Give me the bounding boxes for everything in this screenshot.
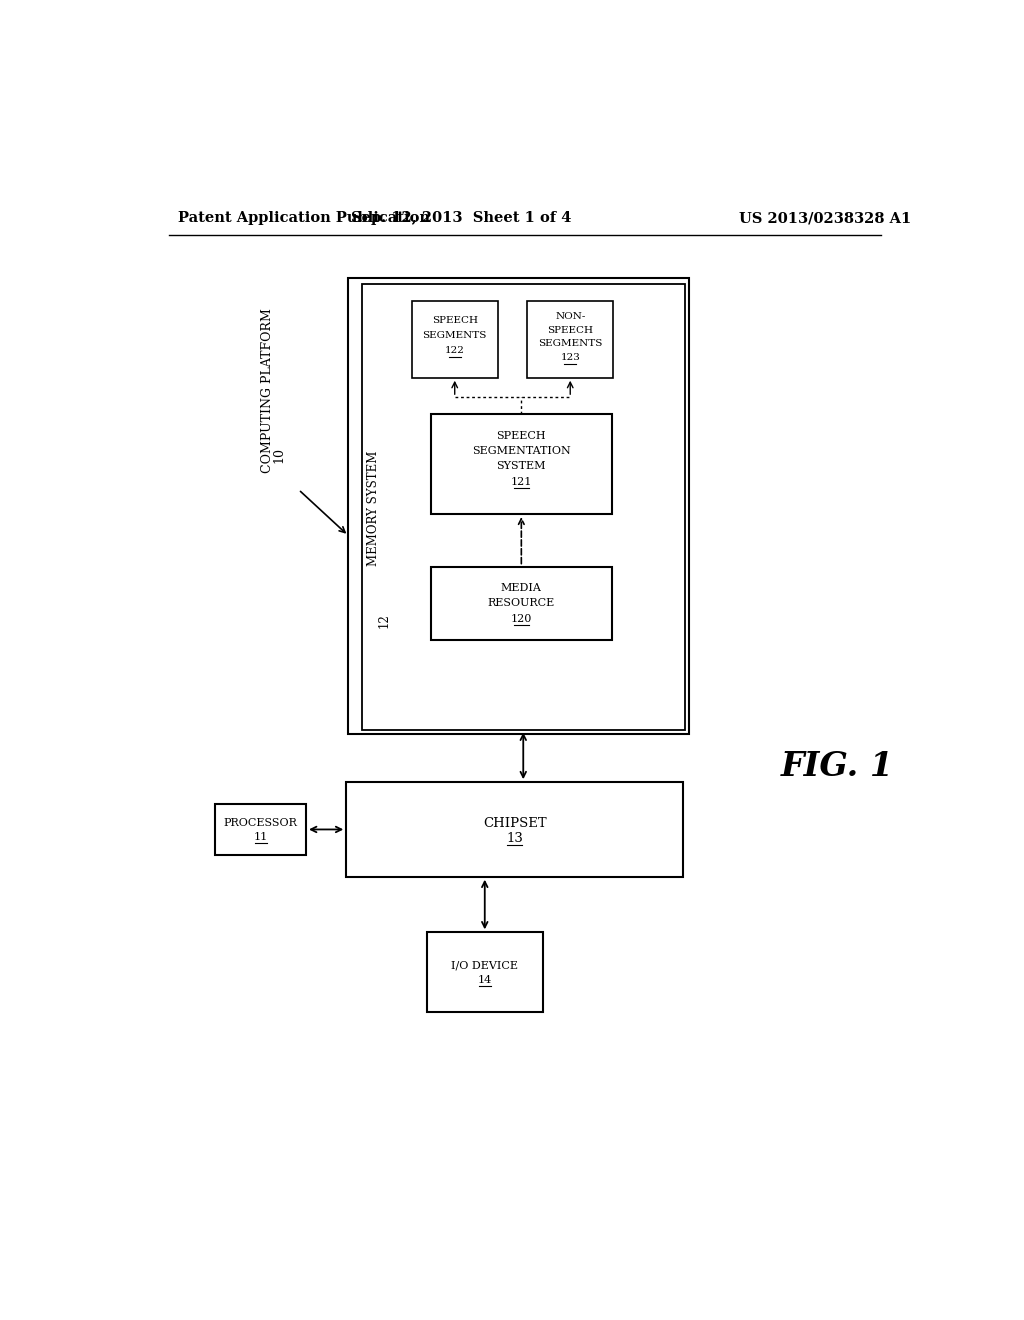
Bar bbox=[215, 804, 306, 855]
Text: 10: 10 bbox=[272, 447, 286, 463]
Text: MEMORY SYSTEM: MEMORY SYSTEM bbox=[367, 451, 380, 566]
Text: FIG. 1: FIG. 1 bbox=[781, 750, 894, 783]
Bar bbox=[346, 781, 683, 876]
Text: I/O DEVICE: I/O DEVICE bbox=[452, 961, 518, 970]
Text: 14: 14 bbox=[477, 974, 492, 985]
Bar bbox=[527, 301, 613, 378]
Text: SPEECH: SPEECH bbox=[547, 326, 593, 334]
Text: 11: 11 bbox=[254, 832, 268, 842]
Bar bbox=[348, 277, 689, 734]
Text: SYSTEM: SYSTEM bbox=[497, 462, 546, 471]
Text: SEGMENTS: SEGMENTS bbox=[423, 331, 487, 341]
Bar bbox=[431, 414, 611, 515]
Text: 123: 123 bbox=[560, 354, 581, 362]
Text: 122: 122 bbox=[444, 346, 465, 355]
Text: US 2013/0238328 A1: US 2013/0238328 A1 bbox=[739, 211, 911, 226]
Text: SPEECH: SPEECH bbox=[432, 315, 478, 325]
Bar bbox=[427, 932, 543, 1011]
Text: COMPUTING PLATFORM: COMPUTING PLATFORM bbox=[261, 309, 274, 474]
Text: 13: 13 bbox=[506, 832, 523, 845]
Bar bbox=[412, 301, 498, 378]
Text: NON-: NON- bbox=[555, 312, 586, 321]
Bar bbox=[431, 566, 611, 640]
Text: Sep. 12, 2013  Sheet 1 of 4: Sep. 12, 2013 Sheet 1 of 4 bbox=[351, 211, 571, 226]
Text: CHIPSET: CHIPSET bbox=[483, 817, 547, 830]
Text: MEDIA: MEDIA bbox=[501, 583, 542, 593]
Text: SEGMENTATION: SEGMENTATION bbox=[472, 446, 570, 455]
Text: 121: 121 bbox=[511, 477, 532, 487]
Text: RESOURCE: RESOURCE bbox=[487, 598, 555, 609]
Text: PROCESSOR: PROCESSOR bbox=[224, 818, 298, 828]
Text: SPEECH: SPEECH bbox=[497, 430, 546, 441]
Text: 120: 120 bbox=[511, 614, 532, 624]
Text: SEGMENTS: SEGMENTS bbox=[538, 339, 602, 348]
Bar bbox=[361, 284, 685, 730]
Text: Patent Application Publication: Patent Application Publication bbox=[178, 211, 430, 226]
Text: 12: 12 bbox=[378, 612, 390, 628]
